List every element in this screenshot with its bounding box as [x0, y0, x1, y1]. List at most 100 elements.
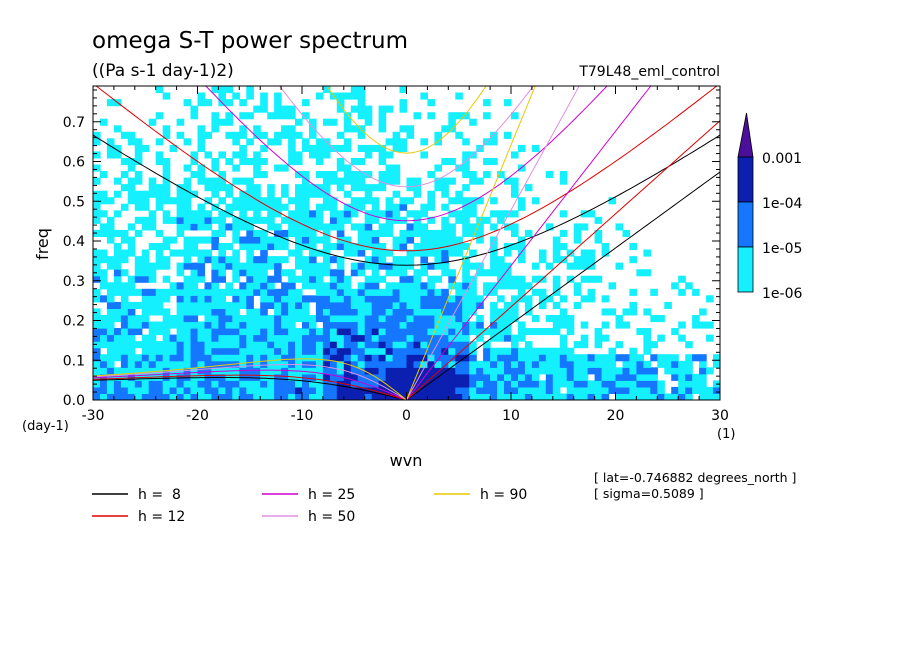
- heatmap-cell: [343, 190, 352, 198]
- heatmap-cell: [169, 288, 178, 296]
- heatmap-cell: [148, 275, 157, 283]
- heatmap-cell: [413, 321, 422, 329]
- heatmap-cell: [93, 216, 101, 224]
- heatmap-cell: [552, 380, 561, 388]
- heatmap-cell: [413, 341, 422, 349]
- heatmap-cell: [531, 360, 540, 368]
- heatmap-cell: [392, 269, 401, 277]
- heatmap-cell: [162, 321, 171, 329]
- heatmap-cell: [343, 328, 352, 336]
- heatmap-cell: [322, 223, 331, 231]
- heatmap-cell: [232, 177, 240, 185]
- heatmap-cell: [636, 328, 644, 336]
- heatmap-cell: [392, 341, 401, 349]
- heatmap-cell: [378, 262, 387, 270]
- heatmap-cell: [559, 321, 568, 329]
- heatmap-cell: [113, 386, 122, 394]
- heatmap-cell: [127, 347, 136, 355]
- heatmap-cell: [357, 92, 366, 100]
- heatmap-cell: [671, 360, 679, 368]
- heatmap-cell: [239, 112, 247, 120]
- heatmap-cell: [343, 144, 352, 152]
- heatmap-cell: [93, 164, 101, 172]
- heatmap-cell: [643, 393, 651, 400]
- heatmap-cell: [664, 367, 672, 375]
- heatmap-cell: [204, 328, 213, 336]
- heatmap-cell: [295, 210, 303, 218]
- heatmap-cell: [274, 373, 282, 381]
- heatmap-cell: [573, 223, 582, 231]
- heatmap-cell: [225, 203, 233, 211]
- heatmap-cell: [260, 171, 268, 179]
- heatmap-cell: [204, 321, 213, 329]
- heatmap-cell: [211, 86, 219, 94]
- heatmap-cell: [232, 288, 240, 296]
- heatmap-cell: [295, 197, 303, 205]
- heatmap-cell: [197, 367, 206, 375]
- heatmap-cell: [288, 138, 296, 146]
- heatmap-cell: [357, 367, 366, 375]
- heatmap-cell: [183, 334, 192, 342]
- heatmap-cell: [699, 360, 707, 368]
- heatmap-cell: [322, 308, 331, 316]
- heatmap-cell: [246, 177, 254, 185]
- heatmap-cell: [239, 262, 247, 270]
- heatmap-cell: [211, 177, 219, 185]
- heatmap-cell: [246, 243, 254, 251]
- heatmap-cell: [267, 393, 275, 400]
- heatmap-cell: [399, 144, 408, 152]
- heatmap-cell: [225, 288, 233, 296]
- heatmap-cell: [336, 295, 345, 303]
- heatmap-cell: [573, 341, 582, 349]
- heatmap-cell: [274, 301, 282, 309]
- heatmap-cell: [392, 308, 401, 316]
- heatmap-cell: [93, 347, 101, 355]
- heatmap-cell: [120, 249, 129, 257]
- heatmap-cell: [336, 282, 345, 290]
- heatmap-cell: [246, 328, 254, 336]
- heatmap-cell: [148, 301, 157, 309]
- heatmap-cell: [322, 341, 331, 349]
- gravity-curve-h12: [95, 86, 718, 252]
- heatmap-cell: [120, 328, 129, 336]
- heatmap-cell: [483, 328, 491, 336]
- heatmap-cell: [197, 144, 206, 152]
- heatmap-cell: [100, 190, 108, 198]
- heatmap-cell: [246, 269, 254, 277]
- heatmap-cell: [490, 380, 498, 388]
- heatmap-cell: [350, 308, 359, 316]
- heatmap-cell: [573, 288, 582, 296]
- heatmap-cell: [127, 334, 136, 342]
- heatmap-cell: [169, 367, 178, 375]
- heatmap-cell: [197, 295, 206, 303]
- heatmap-cell: [225, 328, 233, 336]
- heatmap-cell: [350, 223, 359, 231]
- heatmap-cell: [364, 216, 373, 224]
- heatmap-cell: [469, 386, 477, 394]
- heatmap-cell: [343, 177, 352, 185]
- heatmap-cell: [295, 131, 303, 139]
- heatmap-cell: [253, 262, 261, 270]
- heatmap-cell: [566, 393, 575, 400]
- heatmap-cell: [420, 334, 428, 342]
- heatmap-cell: [566, 328, 575, 336]
- heatmap-cell: [260, 131, 268, 139]
- heatmap-cell: [399, 229, 408, 237]
- heatmap-cell: [309, 131, 317, 139]
- heatmap-cell: [566, 360, 575, 368]
- heatmap-cell: [141, 360, 150, 368]
- heatmap-cell: [239, 282, 247, 290]
- heatmap-cell: [295, 393, 303, 400]
- heatmap-cell: [127, 354, 136, 362]
- heatmap-cell: [127, 301, 136, 309]
- heatmap-cell: [643, 367, 651, 375]
- heatmap-cell: [462, 341, 470, 349]
- heatmap-cell: [462, 151, 470, 159]
- heatmap-cell: [420, 92, 428, 100]
- heatmap-cell: [239, 223, 247, 231]
- heatmap-cell: [211, 386, 219, 394]
- heatmap-cell: [148, 393, 157, 400]
- heatmap-cell: [295, 151, 303, 159]
- heatmap-cell: [385, 171, 394, 179]
- heatmap-cell: [580, 210, 589, 218]
